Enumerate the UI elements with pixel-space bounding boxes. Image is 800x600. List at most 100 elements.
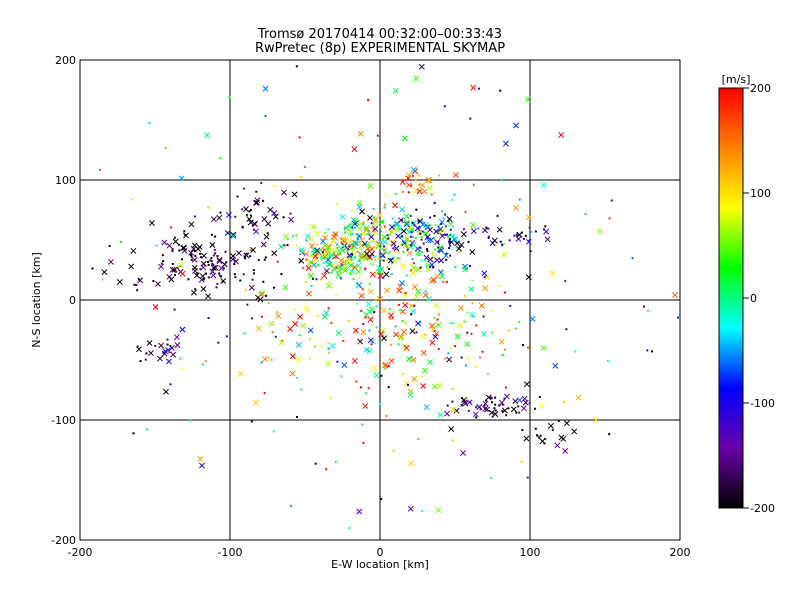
dot-marker: [130, 198, 133, 201]
dot-marker: [355, 380, 358, 383]
dot-marker: [417, 220, 420, 223]
cross-marker: [165, 358, 172, 365]
dot-marker: [199, 256, 202, 259]
dot-marker: [397, 228, 400, 231]
dot-marker: [154, 344, 157, 347]
dot-marker: [418, 183, 421, 186]
x-tick-label: 200: [670, 546, 691, 559]
colorbar-label: [m/s]: [722, 73, 751, 86]
cross-marker: [529, 316, 536, 322]
cross-marker: [413, 293, 420, 300]
cross-marker: [376, 212, 383, 219]
dot-marker: [466, 311, 469, 314]
cross-marker: [291, 191, 298, 198]
cross-marker: [326, 261, 333, 268]
dot-marker: [193, 249, 196, 252]
cross-marker: [415, 320, 421, 327]
dot-marker: [236, 195, 239, 198]
dot-marker: [392, 256, 395, 259]
dot-marker: [390, 343, 393, 346]
cross-marker: [346, 231, 353, 238]
cross-marker: [365, 301, 372, 307]
cross-marker: [575, 394, 582, 401]
dot-marker: [264, 114, 267, 117]
cross-marker: [363, 346, 370, 353]
cross-marker: [458, 242, 465, 248]
cross-marker: [198, 462, 205, 469]
dot-marker: [343, 227, 346, 230]
dot-marker: [190, 258, 193, 261]
dot-marker: [440, 222, 443, 225]
dot-marker: [469, 117, 472, 120]
dot-marker: [334, 294, 337, 297]
cross-marker: [460, 450, 466, 457]
dot-marker: [343, 244, 346, 247]
dot-marker: [382, 248, 385, 251]
cross-marker: [466, 399, 473, 406]
cross-marker: [403, 213, 410, 220]
dot-marker: [335, 243, 338, 246]
dot-marker: [413, 224, 416, 227]
dot-marker: [343, 249, 346, 252]
cross-marker: [130, 247, 137, 254]
cross-marker: [461, 266, 468, 273]
y-tick-label: 0: [69, 294, 76, 307]
dot-marker: [514, 327, 517, 330]
dot-marker: [327, 342, 330, 345]
dot-marker: [368, 232, 371, 235]
dot-marker: [396, 257, 399, 260]
cross-marker: [562, 448, 569, 454]
cross-marker: [403, 344, 410, 351]
cross-marker: [390, 240, 397, 247]
dot-marker: [201, 363, 204, 366]
x-tick-label: 100: [520, 546, 541, 559]
dot-marker: [243, 332, 246, 335]
dot-marker: [155, 244, 158, 247]
dot-marker: [274, 335, 277, 338]
cross-marker: [460, 231, 467, 238]
cross-marker: [378, 218, 385, 225]
dot-marker: [349, 223, 352, 226]
dot-marker: [530, 230, 533, 233]
cross-marker: [420, 383, 427, 389]
cross-marker: [308, 235, 315, 242]
cross-marker: [454, 240, 461, 247]
dot-marker: [472, 183, 475, 186]
dot-marker: [501, 403, 504, 406]
dot-marker: [242, 273, 245, 276]
dot-marker: [286, 244, 289, 247]
scatter-points: [91, 63, 679, 529]
cross-marker: [218, 265, 225, 272]
dot-marker: [370, 240, 373, 243]
dot-marker: [479, 408, 482, 411]
dot-marker: [425, 225, 428, 228]
dot-marker: [354, 257, 357, 260]
dot-marker: [294, 308, 297, 311]
dot-marker: [348, 526, 351, 529]
dot-marker: [356, 238, 359, 241]
cross-marker: [190, 289, 197, 296]
dot-marker: [538, 395, 541, 398]
dot-marker: [475, 365, 478, 368]
dot-marker: [181, 258, 184, 261]
cross-marker: [388, 228, 395, 235]
dot-marker: [209, 259, 212, 262]
dot-marker: [211, 262, 214, 265]
cross-marker: [397, 283, 404, 290]
y-tick-label: 100: [55, 174, 76, 187]
cross-marker: [439, 233, 446, 239]
cross-marker: [169, 344, 175, 351]
dot-marker: [493, 407, 496, 410]
dot-marker: [368, 329, 371, 332]
cross-marker: [190, 245, 197, 252]
dot-marker: [535, 434, 538, 437]
dot-marker: [455, 246, 458, 249]
y-axis-label: N-S location [km]: [30, 252, 43, 348]
cross-marker: [543, 228, 550, 235]
dot-marker: [362, 323, 365, 326]
dot-marker: [443, 105, 446, 108]
dot-marker: [219, 157, 222, 160]
cross-marker: [554, 442, 561, 449]
dot-marker: [631, 257, 634, 260]
cross-marker: [437, 382, 443, 389]
